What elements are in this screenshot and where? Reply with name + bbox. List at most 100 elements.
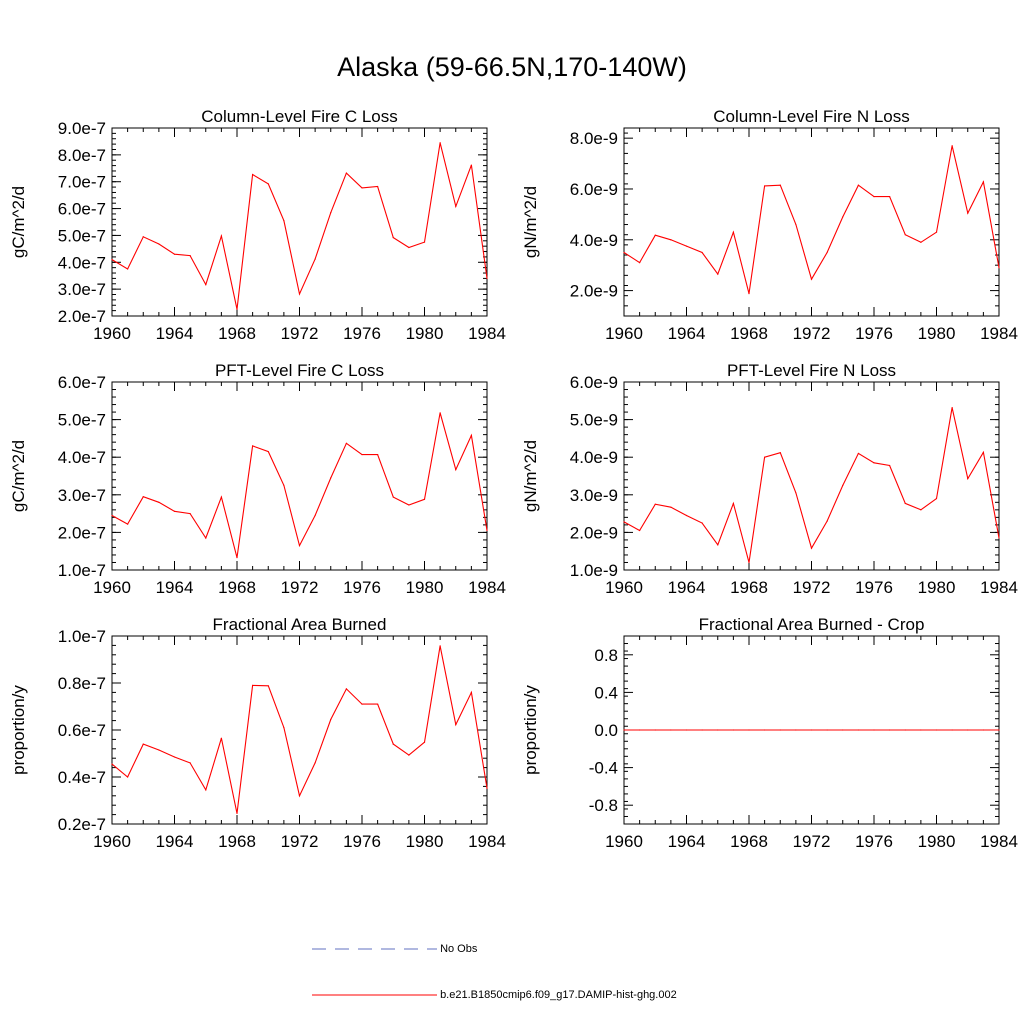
y-tick-label: -0.8 xyxy=(589,796,618,815)
data-point xyxy=(748,293,750,295)
series-line xyxy=(623,145,1000,294)
data-point xyxy=(439,142,441,144)
data-point xyxy=(423,741,426,743)
data-point xyxy=(486,277,488,279)
y-tick-label: 5.0e-9 xyxy=(570,411,618,430)
y-tick-label: 0.8 xyxy=(594,646,618,665)
data-point xyxy=(158,749,160,751)
x-tick-label: 1984 xyxy=(468,578,506,597)
data-point xyxy=(236,556,238,559)
data-point xyxy=(189,762,191,764)
x-tick-label: 1976 xyxy=(855,832,893,851)
y-tick-label: 6.0e-7 xyxy=(58,373,106,392)
data-point xyxy=(377,703,379,705)
data-point xyxy=(951,406,953,409)
data-point xyxy=(998,267,1000,269)
chart-panel-4: Fractional Area Burned proportion/y 1960 19… xyxy=(9,615,506,851)
x-tick-label: 1976 xyxy=(855,324,893,343)
x-tick-label: 1980 xyxy=(918,578,956,597)
data-point xyxy=(654,729,656,731)
y-tick-label: 2.0e-9 xyxy=(570,282,618,301)
data-point xyxy=(904,234,906,236)
data-point xyxy=(455,469,457,471)
data-point xyxy=(486,529,488,532)
y-axis-label: proportion/y xyxy=(9,685,28,775)
panel-title: PFT-Level Fire C Loss xyxy=(215,361,384,380)
data-point xyxy=(982,451,984,453)
data-point xyxy=(998,537,1000,539)
y-tick-label: 5.0e-7 xyxy=(58,411,106,430)
data-point xyxy=(408,246,410,249)
x-tick-label: 1972 xyxy=(281,832,319,851)
x-tick-label: 1972 xyxy=(281,324,319,343)
data-point xyxy=(935,729,938,731)
y-tick-label: 2.0e-7 xyxy=(58,523,106,542)
data-point xyxy=(220,737,222,739)
data-point xyxy=(717,729,719,731)
y-tick-label: 2.0e-9 xyxy=(570,523,618,542)
x-tick-label: 1976 xyxy=(855,578,893,597)
y-tick-label: 0.8e-7 xyxy=(58,674,106,693)
data-point xyxy=(967,729,969,731)
y-tick-label: 4.0e-9 xyxy=(570,231,618,250)
data-point xyxy=(439,412,441,414)
data-point xyxy=(623,521,625,523)
data-point xyxy=(377,453,379,456)
data-point xyxy=(685,514,688,517)
panel-title: Fractional Area Burned xyxy=(213,615,387,634)
y-tick-label: 4.0e-9 xyxy=(570,448,618,467)
data-point xyxy=(408,504,410,506)
data-point xyxy=(267,183,269,185)
x-tick-label: 1960 xyxy=(93,832,131,851)
x-tick-label: 1964 xyxy=(668,832,706,851)
data-point xyxy=(889,195,891,198)
data-point xyxy=(345,442,347,444)
data-point xyxy=(127,776,129,778)
data-point xyxy=(857,452,859,455)
data-point xyxy=(873,729,875,731)
y-tick-label: 1.0e-7 xyxy=(58,627,106,646)
x-tick-label: 1968 xyxy=(218,578,256,597)
data-point xyxy=(142,743,144,745)
data-point xyxy=(639,729,641,731)
data-point xyxy=(111,514,113,517)
data-point xyxy=(795,223,797,226)
series-line xyxy=(111,412,488,558)
plot-frame xyxy=(111,127,488,317)
x-tick-label: 1968 xyxy=(218,832,256,851)
data-point xyxy=(779,729,781,731)
data-point xyxy=(470,164,472,166)
data-point xyxy=(173,253,176,255)
data-point xyxy=(142,496,144,498)
data-point xyxy=(654,503,656,505)
data-point xyxy=(189,254,191,257)
data-point xyxy=(127,268,129,270)
data-point xyxy=(142,236,144,238)
y-tick-label: 6.0e-9 xyxy=(570,180,618,199)
data-point xyxy=(967,212,969,214)
legend-label-model-run: b.e21.B1850cmip6.f09_g17.DAMIP-hist-ghg.… xyxy=(440,988,677,1001)
y-tick-label: 9.0e-7 xyxy=(58,119,106,138)
legend-entry-model-run: b.e21.B1850cmip6.f09_g17.DAMIP-hist-ghg.… xyxy=(312,988,677,1002)
data-point xyxy=(842,729,844,731)
x-tick-label: 1976 xyxy=(343,832,381,851)
x-tick-label: 1960 xyxy=(93,578,131,597)
data-point xyxy=(717,544,719,546)
data-point xyxy=(670,729,672,731)
data-point xyxy=(189,513,191,515)
data-point xyxy=(732,502,734,505)
data-point xyxy=(205,537,207,539)
data-point xyxy=(158,243,160,245)
data-point xyxy=(701,251,703,254)
data-point xyxy=(826,251,828,254)
data-point xyxy=(764,185,766,187)
plot-frame xyxy=(623,381,1000,571)
data-point xyxy=(314,514,316,517)
x-tick-label: 1984 xyxy=(980,578,1018,597)
y-tick-label: 8.0e-9 xyxy=(570,129,618,148)
data-point xyxy=(810,729,813,731)
y-tick-label: 5.0e-7 xyxy=(58,226,106,245)
data-point xyxy=(377,185,379,188)
data-point xyxy=(701,729,703,731)
